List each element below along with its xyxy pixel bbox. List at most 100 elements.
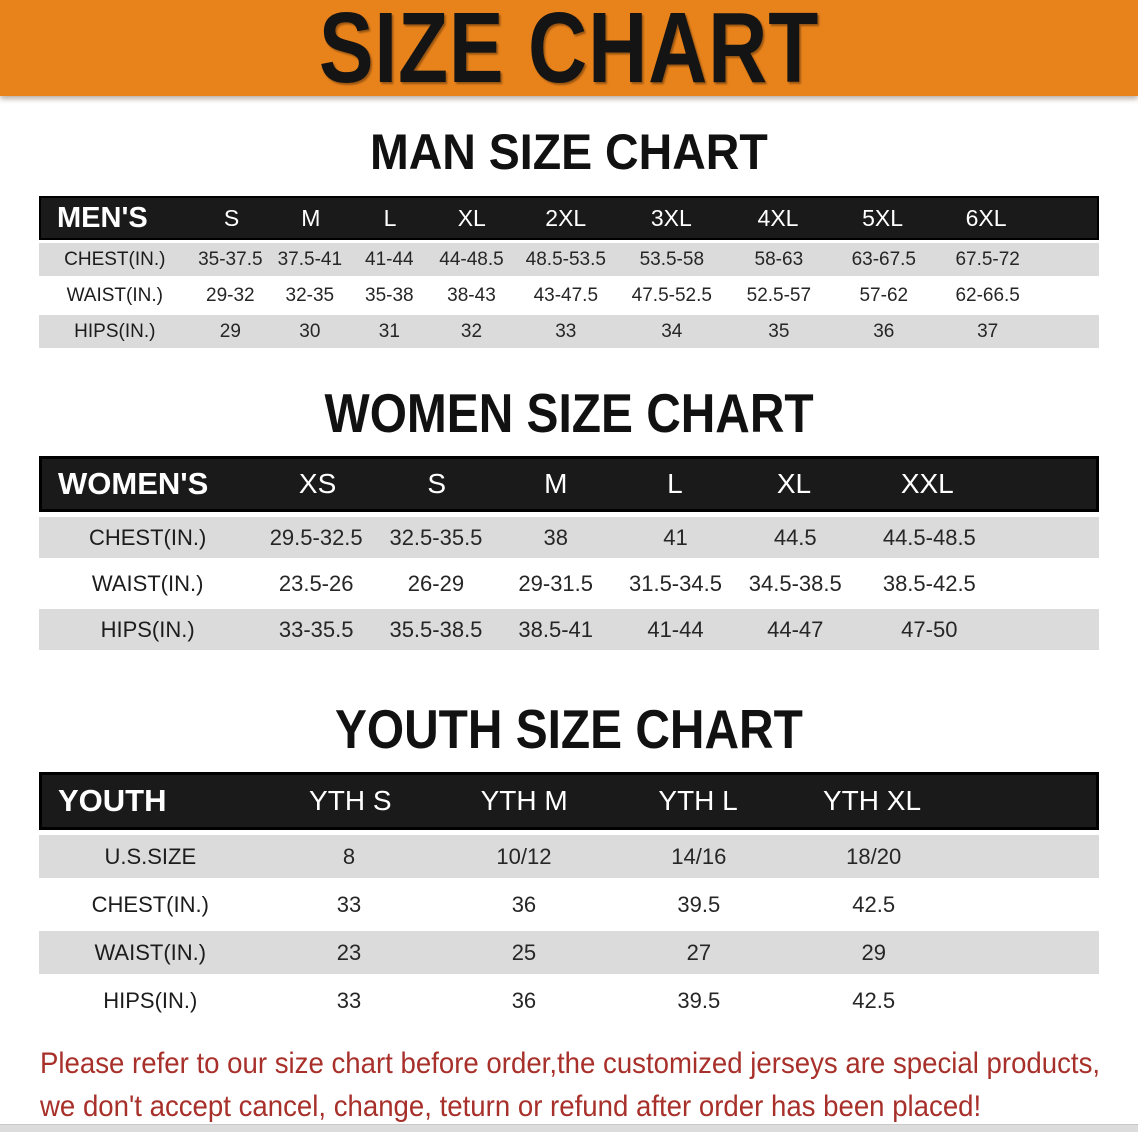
row-label: CHEST(IN.) [91, 891, 209, 917]
row-label: CHEST(IN.) [64, 248, 166, 270]
size-column-header: 6XL [965, 204, 1007, 231]
cell-value: 37.5-41 [277, 248, 343, 270]
cell-value: 33 [336, 891, 362, 917]
women-table-header-row: WOMEN'S XS S M L XL XXL [39, 456, 1099, 512]
men-size-table: MEN'S S M L XL 2XL 3XL 4XL 5XL 6XL CHEST(IN.) 35-3… [39, 196, 1099, 348]
men-table-header-row: MEN'S S M L XL 2XL 3XL 4XL 5XL 6XL [39, 196, 1099, 240]
cell-value: 32-35 [285, 284, 335, 306]
size-column-header: L [667, 468, 683, 499]
cell-value: 63-67.5 [851, 248, 917, 270]
cell-value: 23.5-26 [278, 570, 354, 596]
cell-value: 8 [342, 843, 356, 869]
cell-value: 32 [460, 320, 483, 342]
row-label: U.S.SIZE [104, 843, 197, 869]
row-label: WAIST(IN.) [91, 570, 204, 596]
table-corner-label: WOMEN'S [58, 466, 209, 501]
table-row: WAIST(IN.) 23.5-26 26-29 29-31.5 31.5-34.5 34… [39, 563, 1099, 604]
women-size-chart-title-text: WOMEN SIZE CHART [324, 382, 814, 444]
cell-value: 35-37.5 [198, 248, 263, 270]
cell-value: 47.5-52.5 [631, 284, 712, 306]
size-column-header: YTH M [480, 785, 568, 816]
size-column-header: M [544, 468, 568, 499]
cell-value: 29 [861, 939, 886, 965]
cell-value: 33-35.5 [278, 616, 354, 642]
men-size-chart-title: MAN SIZE CHART [0, 124, 1138, 180]
cell-value: 47-50 [901, 616, 958, 642]
table-row: CHEST(IN.) 33 36 39.5 42.5 [39, 883, 1099, 926]
cell-value: 41 [663, 524, 688, 550]
cell-value: 58-63 [754, 248, 804, 270]
footer-disclaimer-line2: we don't accept cancel, change, teturn o… [40, 1090, 982, 1123]
cell-value: 33 [555, 320, 577, 342]
cell-value: 42.5 [852, 987, 896, 1013]
row-label: HIPS(IN.) [100, 616, 195, 642]
cell-value: 43-47.5 [533, 284, 599, 306]
cell-value: 39.5 [677, 891, 721, 917]
cell-value: 39.5 [677, 987, 721, 1013]
cell-value: 32.5-35.5 [389, 524, 483, 550]
row-label: HIPS(IN.) [103, 987, 198, 1013]
youth-table-header-row: YOUTH YTH S YTH M YTH L YTH XL [39, 772, 1099, 830]
cell-value: 18/20 [846, 843, 902, 869]
cell-value: 52.5-57 [746, 284, 812, 306]
cell-value: 48.5-53.5 [525, 248, 606, 270]
size-column-header: L [383, 204, 397, 231]
table-corner-label: YOUTH [58, 783, 167, 818]
size-column-header: M [301, 204, 321, 231]
cell-value: 33 [336, 987, 362, 1013]
bottom-edge-strip [0, 1124, 1138, 1132]
cell-value: 29-32 [206, 284, 255, 306]
table-row: WAIST(IN.) 23 25 27 29 [39, 931, 1099, 974]
cell-value: 41-44 [647, 616, 704, 642]
cell-value: 62-66.5 [955, 284, 1020, 306]
cell-value: 23 [336, 939, 362, 965]
cell-value: 34.5-38.5 [748, 570, 842, 596]
size-column-header: YTH XL [822, 785, 922, 816]
cell-value: 37 [977, 320, 999, 342]
cell-value: 38.5-42.5 [882, 570, 976, 596]
cell-value: 29-31.5 [518, 570, 594, 596]
youth-size-chart-title-text: YOUTH SIZE CHART [335, 698, 803, 760]
row-label: WAIST(IN.) [66, 284, 163, 306]
cell-value: 53.5-58 [639, 248, 705, 270]
size-column-header: XS [298, 468, 337, 499]
cell-value: 25 [511, 939, 537, 965]
cell-value: 14/16 [671, 843, 727, 869]
cell-value: 26-29 [407, 570, 465, 596]
cell-value: 38.5-41 [518, 616, 594, 642]
cell-value: 27 [686, 939, 712, 965]
table-row: CHEST(IN.) 35-37.5 37.5-41 41-44 44-48.5 48.5… [39, 243, 1099, 276]
size-column-header: S [223, 204, 240, 231]
cell-value: 67.5-72 [955, 248, 1020, 270]
cell-value: 34 [661, 320, 683, 342]
size-column-header: 3XL [650, 204, 692, 231]
size-column-header: YTH S [309, 785, 392, 816]
women-size-table: WOMEN'S XS S M L XL XXL CHEST(IN.) 29.5-32.5 32.… [39, 456, 1099, 650]
size-column-header: XL [776, 468, 812, 499]
size-column-header: S [427, 468, 447, 499]
cell-value: 44-47 [767, 616, 824, 642]
table-row: WAIST(IN.) 29-32 32-35 35-38 38-43 43-47.5 47.… [39, 279, 1099, 312]
cell-value: 10/12 [496, 843, 552, 869]
row-label: WAIST(IN.) [94, 939, 207, 965]
table-row: HIPS(IN.) 33-35.5 35.5-38.5 38.5-41 41-44 44-… [39, 609, 1099, 650]
cell-value: 30 [299, 320, 321, 342]
cell-value: 42.5 [852, 891, 896, 917]
cell-value: 36 [511, 891, 537, 917]
cell-value: 41-44 [365, 248, 414, 270]
cell-value: 44-48.5 [439, 248, 504, 270]
footer-disclaimer-line1: Please refer to our size chart before or… [40, 1047, 1101, 1080]
cell-value: 38-43 [447, 284, 496, 306]
row-label: HIPS(IN.) [74, 320, 156, 342]
table-row: HIPS(IN.) 29 30 31 32 33 34 35 36 37 [39, 315, 1099, 348]
table-row: HIPS(IN.) 33 36 39.5 42.5 [39, 979, 1099, 1022]
size-column-header: YTH L [658, 785, 738, 816]
youth-size-table: YOUTH YTH S YTH M YTH L YTH XL U.S.SIZE 8 10/1… [39, 772, 1099, 1022]
size-column-header: XL [457, 204, 486, 231]
size-column-header: XXL [900, 468, 954, 499]
women-size-chart-title: WOMEN SIZE CHART [0, 382, 1138, 444]
cell-value: 44.5 [773, 524, 817, 550]
size-chart-banner: SIZE CHART [0, 0, 1138, 98]
table-row: CHEST(IN.) 29.5-32.5 32.5-35.5 38 41 44.5 44.5… [39, 517, 1099, 558]
